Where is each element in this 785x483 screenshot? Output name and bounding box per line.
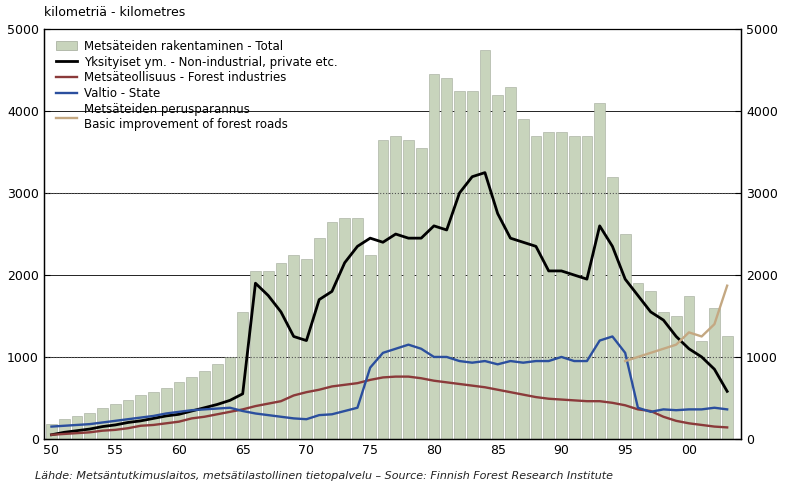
Bar: [543, 132, 554, 439]
Bar: [250, 271, 261, 439]
Bar: [378, 140, 389, 439]
Bar: [505, 86, 516, 439]
Bar: [684, 296, 695, 439]
Legend: Metsäteiden rakentaminen - ​Total, Yksityiset ym. - Non-industrial, private etc.: Metsäteiden rakentaminen - ​Total, Yksit…: [53, 37, 340, 134]
Bar: [429, 74, 440, 439]
Bar: [721, 337, 732, 439]
Bar: [569, 136, 579, 439]
Bar: [365, 255, 375, 439]
Bar: [556, 132, 567, 439]
Bar: [582, 136, 593, 439]
Bar: [607, 177, 618, 439]
Bar: [186, 377, 197, 439]
Bar: [97, 408, 108, 439]
Bar: [645, 291, 656, 439]
Bar: [480, 50, 491, 439]
Bar: [454, 91, 465, 439]
Bar: [658, 312, 669, 439]
Bar: [531, 136, 542, 439]
Bar: [314, 238, 325, 439]
Bar: [276, 263, 287, 439]
Bar: [327, 222, 338, 439]
Bar: [518, 119, 528, 439]
Bar: [352, 218, 363, 439]
Text: kilometriä - kilometres: kilometriä - kilometres: [44, 6, 185, 19]
Bar: [670, 316, 681, 439]
Bar: [288, 255, 299, 439]
Bar: [135, 396, 146, 439]
Bar: [403, 140, 414, 439]
Bar: [59, 419, 70, 439]
Bar: [633, 283, 644, 439]
Bar: [199, 371, 210, 439]
Bar: [492, 95, 503, 439]
Bar: [263, 271, 274, 439]
Bar: [619, 234, 630, 439]
Bar: [122, 400, 133, 439]
Bar: [71, 416, 82, 439]
Bar: [339, 218, 350, 439]
Bar: [110, 404, 121, 439]
Bar: [709, 308, 720, 439]
Bar: [416, 148, 426, 439]
Bar: [173, 382, 184, 439]
Bar: [390, 136, 401, 439]
Bar: [696, 341, 707, 439]
Bar: [148, 392, 159, 439]
Bar: [594, 103, 605, 439]
Bar: [46, 424, 57, 439]
Bar: [212, 364, 223, 439]
Bar: [161, 388, 172, 439]
Bar: [301, 258, 312, 439]
Bar: [467, 91, 477, 439]
Text: Lähde: Metsäntutkimuslaitos, metsätilastollinen tietopalvelu – Source: Finnish F: Lähde: Metsäntutkimuslaitos, metsätilast…: [35, 470, 613, 481]
Bar: [225, 357, 236, 439]
Bar: [441, 78, 452, 439]
Bar: [237, 312, 248, 439]
Bar: [84, 412, 95, 439]
